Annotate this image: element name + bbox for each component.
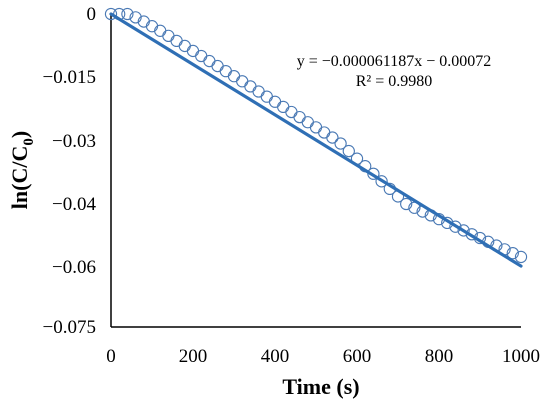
data-point (227, 70, 241, 83)
x-axis-title: Time (s) (282, 374, 359, 399)
y-tick-label: −0.04 (52, 194, 96, 215)
y-tick-label: −0.075 (43, 317, 96, 338)
trendline (109, 12, 523, 268)
x-tick-label: 600 (343, 346, 372, 367)
y-tick-label: −0.015 (43, 67, 96, 88)
data-point (219, 64, 232, 78)
data-point (162, 29, 175, 42)
data-point (449, 220, 462, 233)
data-point (309, 121, 323, 134)
data-point (268, 95, 282, 108)
x-tick-label: 1000 (502, 346, 540, 367)
x-tick-label: 0 (106, 346, 116, 367)
data-point (104, 7, 118, 21)
data-point (244, 80, 257, 93)
data-point (334, 137, 347, 150)
data-point (178, 39, 191, 53)
y-axis-ticks: 0 −0.015 −0.03 −0.04 −0.06 −0.075 (43, 4, 97, 338)
y-axis-title: ln(C/C0) (7, 131, 37, 209)
data-point (277, 100, 290, 114)
data-point (514, 250, 528, 264)
data-point (236, 75, 249, 88)
data-point (203, 54, 216, 68)
equation-annotation: y = −0.000061187x − 0.00072 (297, 53, 491, 70)
data-point (457, 224, 470, 237)
y-axis-title-suffix: ) (7, 131, 32, 138)
y-tick-label: −0.03 (52, 131, 96, 152)
data-point (121, 7, 134, 21)
data-point (211, 59, 224, 73)
y-axis-title-subscript: 0 (21, 138, 37, 146)
data-point (170, 34, 183, 48)
x-tick-label: 800 (425, 346, 454, 367)
plot-area (104, 7, 528, 328)
data-point (367, 167, 380, 180)
data-point (260, 90, 273, 103)
data-point (129, 11, 142, 24)
data-point (301, 116, 314, 129)
data-point (506, 246, 519, 260)
data-point (285, 105, 298, 119)
data-point (375, 175, 388, 188)
data-point (293, 110, 306, 124)
data-point (326, 131, 339, 144)
x-tick-label: 400 (261, 346, 290, 367)
data-point (154, 24, 167, 37)
y-axis-title-main: ln(C/C (7, 146, 32, 210)
data-point (252, 85, 265, 98)
x-axis-ticks: 0 200 400 600 800 1000 (106, 346, 540, 367)
r-squared-annotation: R² = 0.9980 (356, 73, 433, 90)
data-point (400, 197, 413, 211)
data-point (195, 49, 208, 63)
data-point (186, 44, 200, 58)
x-tick-label: 200 (179, 346, 208, 367)
y-tick-label: 0 (87, 4, 97, 25)
data-point (145, 20, 159, 33)
data-point (342, 144, 355, 158)
data-point (318, 126, 331, 139)
y-tick-label: −0.06 (52, 257, 96, 278)
